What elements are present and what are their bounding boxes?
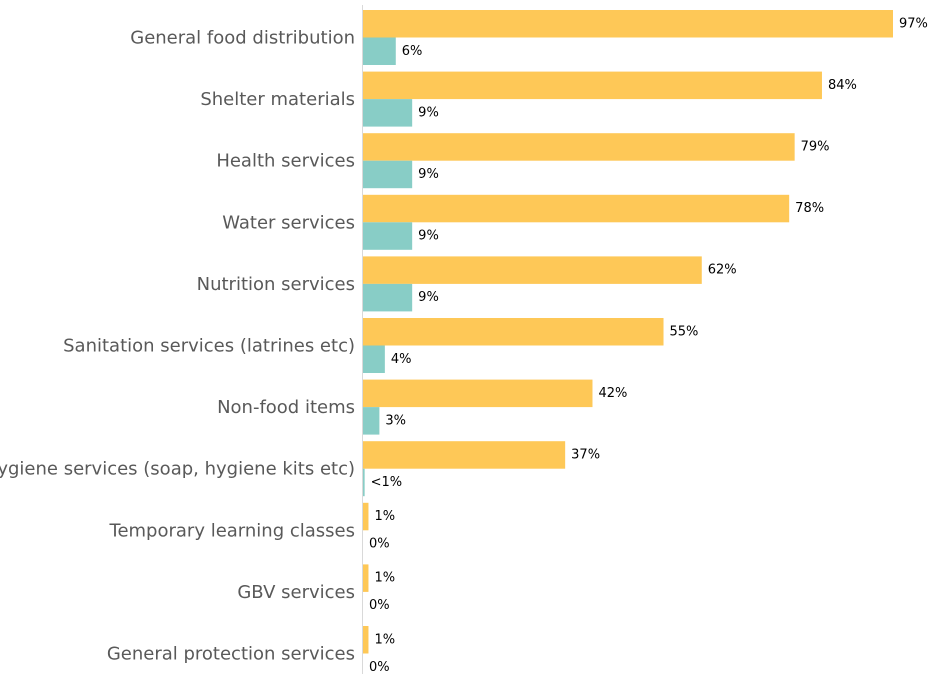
value-label: 0% — [369, 660, 390, 674]
value-label: 42% — [598, 386, 627, 401]
value-label: 3% — [385, 413, 406, 428]
value-label: <1% — [371, 475, 403, 490]
value-label: 97% — [899, 16, 928, 31]
category-label: Nutrition services — [197, 274, 355, 295]
value-label: 0% — [369, 537, 390, 552]
bar — [363, 345, 385, 373]
bar — [363, 37, 396, 65]
bar — [363, 283, 413, 312]
category-label: Shelter materials — [200, 89, 355, 110]
bar — [363, 99, 413, 127]
category-label: Sanitation services (latrines etc) — [63, 336, 355, 357]
bar — [363, 441, 566, 469]
value-label: 84% — [828, 78, 857, 93]
value-label: 62% — [708, 263, 737, 278]
value-label: 9% — [418, 167, 439, 182]
value-label: 78% — [795, 201, 824, 216]
value-label: 6% — [402, 44, 423, 59]
bar — [363, 194, 790, 223]
value-label: 9% — [418, 290, 439, 305]
value-label: 9% — [418, 105, 439, 120]
category-label: Hygiene services (soap, hygiene kits etc… — [0, 459, 355, 480]
value-label: 1% — [374, 509, 395, 524]
bar — [363, 626, 369, 654]
category-label: General protection services — [107, 644, 355, 665]
category-label: Temporary learning classes — [109, 520, 355, 541]
bar — [363, 379, 593, 408]
bar — [363, 256, 702, 284]
bar — [363, 222, 413, 250]
category-label: Water services — [222, 212, 355, 233]
category-label: General food distribution — [130, 28, 355, 49]
bar — [363, 133, 795, 161]
bar — [363, 407, 380, 435]
value-label: 1% — [374, 632, 395, 647]
value-label: 0% — [369, 598, 390, 613]
value-label: 4% — [391, 352, 412, 367]
bar — [363, 10, 893, 38]
value-label: 79% — [801, 139, 830, 154]
value-label: 1% — [374, 571, 395, 586]
category-label: Non-food items — [217, 397, 355, 418]
bar — [363, 468, 365, 497]
bar — [363, 71, 822, 100]
value-label: 55% — [670, 324, 699, 339]
value-label: 9% — [418, 229, 439, 244]
bar — [363, 564, 369, 592]
bar — [363, 160, 413, 189]
value-label: 37% — [571, 447, 600, 462]
bar — [363, 318, 664, 346]
category-label: Health services — [216, 151, 355, 172]
category-label: GBV services — [237, 582, 355, 603]
bar — [363, 502, 369, 531]
